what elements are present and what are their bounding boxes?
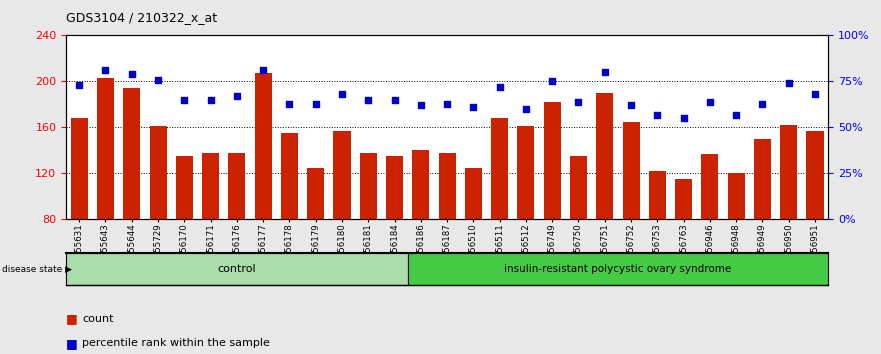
Point <box>597 69 611 75</box>
Point <box>361 97 375 103</box>
Bar <box>781 125 797 219</box>
Point <box>283 101 297 106</box>
Bar <box>491 118 508 219</box>
Bar <box>465 168 482 219</box>
Text: ■: ■ <box>66 337 78 350</box>
Point <box>572 99 586 104</box>
Point <box>99 68 113 73</box>
Text: percentile rank within the sample: percentile rank within the sample <box>82 338 270 348</box>
Point <box>230 93 244 99</box>
Bar <box>570 156 587 219</box>
Bar <box>307 168 324 219</box>
Point <box>72 82 86 88</box>
Text: GDS3104 / 210322_x_at: GDS3104 / 210322_x_at <box>66 11 218 24</box>
Point <box>781 80 796 86</box>
Point <box>755 101 769 106</box>
Text: count: count <box>82 314 114 324</box>
Point <box>703 99 717 104</box>
Bar <box>359 153 377 219</box>
Point <box>151 77 165 82</box>
Bar <box>596 93 613 219</box>
Point <box>545 79 559 84</box>
Bar <box>333 131 351 219</box>
Point <box>308 101 322 106</box>
Point <box>177 97 191 103</box>
Bar <box>675 179 692 219</box>
Point <box>256 68 270 73</box>
Point <box>204 97 218 103</box>
Bar <box>255 73 271 219</box>
Bar <box>623 122 640 219</box>
Bar <box>648 171 666 219</box>
Point <box>808 91 822 97</box>
Point <box>388 97 402 103</box>
Point <box>677 115 691 121</box>
Bar <box>150 126 167 219</box>
Bar <box>728 173 744 219</box>
Bar <box>123 88 140 219</box>
Point <box>125 71 139 77</box>
Point <box>414 103 428 108</box>
Point <box>624 103 638 108</box>
Bar <box>97 78 114 219</box>
Point <box>335 91 349 97</box>
Point <box>519 106 533 112</box>
Bar <box>281 133 298 219</box>
Bar <box>754 139 771 219</box>
Bar <box>806 131 824 219</box>
Point <box>729 112 744 118</box>
Text: ■: ■ <box>66 312 78 325</box>
Bar <box>228 153 246 219</box>
Bar <box>386 156 403 219</box>
Bar <box>439 153 455 219</box>
Bar <box>544 102 561 219</box>
Point <box>650 112 664 118</box>
Bar <box>202 153 219 219</box>
Bar <box>70 118 88 219</box>
Point <box>492 84 507 90</box>
Bar <box>176 156 193 219</box>
Bar <box>412 150 429 219</box>
Bar <box>517 126 535 219</box>
Text: control: control <box>218 264 256 274</box>
Point <box>466 104 480 110</box>
Text: disease state ▶: disease state ▶ <box>2 264 71 274</box>
Point <box>440 101 455 106</box>
Text: insulin-resistant polycystic ovary syndrome: insulin-resistant polycystic ovary syndr… <box>504 264 731 274</box>
Bar <box>701 154 718 219</box>
